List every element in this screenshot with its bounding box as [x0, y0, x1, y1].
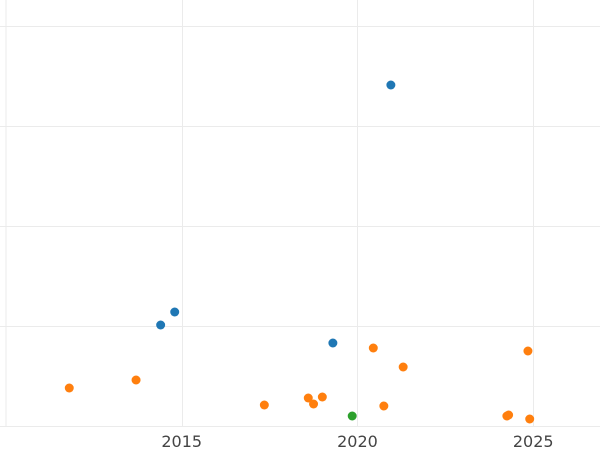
x-tick-label: 2025 [513, 432, 554, 450]
x-tick-label: 2015 [161, 432, 202, 450]
x-tick-label: 2020 [337, 432, 378, 450]
data-point [131, 375, 141, 385]
data-point [170, 307, 180, 317]
data-point [309, 399, 319, 409]
data-point [398, 362, 408, 372]
grid [0, 0, 600, 427]
data-point [317, 392, 327, 402]
data-point [259, 400, 269, 410]
data-point [303, 393, 313, 403]
data-point [523, 346, 533, 356]
data-point [328, 338, 338, 348]
data-point [504, 410, 514, 420]
data-point [347, 411, 357, 421]
data-point [379, 401, 389, 411]
data-point [525, 414, 535, 424]
data-point [386, 80, 396, 90]
data-points [64, 80, 535, 424]
x-axis-ticks: 2015 2020 2025 [161, 432, 553, 450]
data-point [156, 320, 166, 330]
data-point [368, 343, 378, 353]
data-point [64, 383, 74, 393]
